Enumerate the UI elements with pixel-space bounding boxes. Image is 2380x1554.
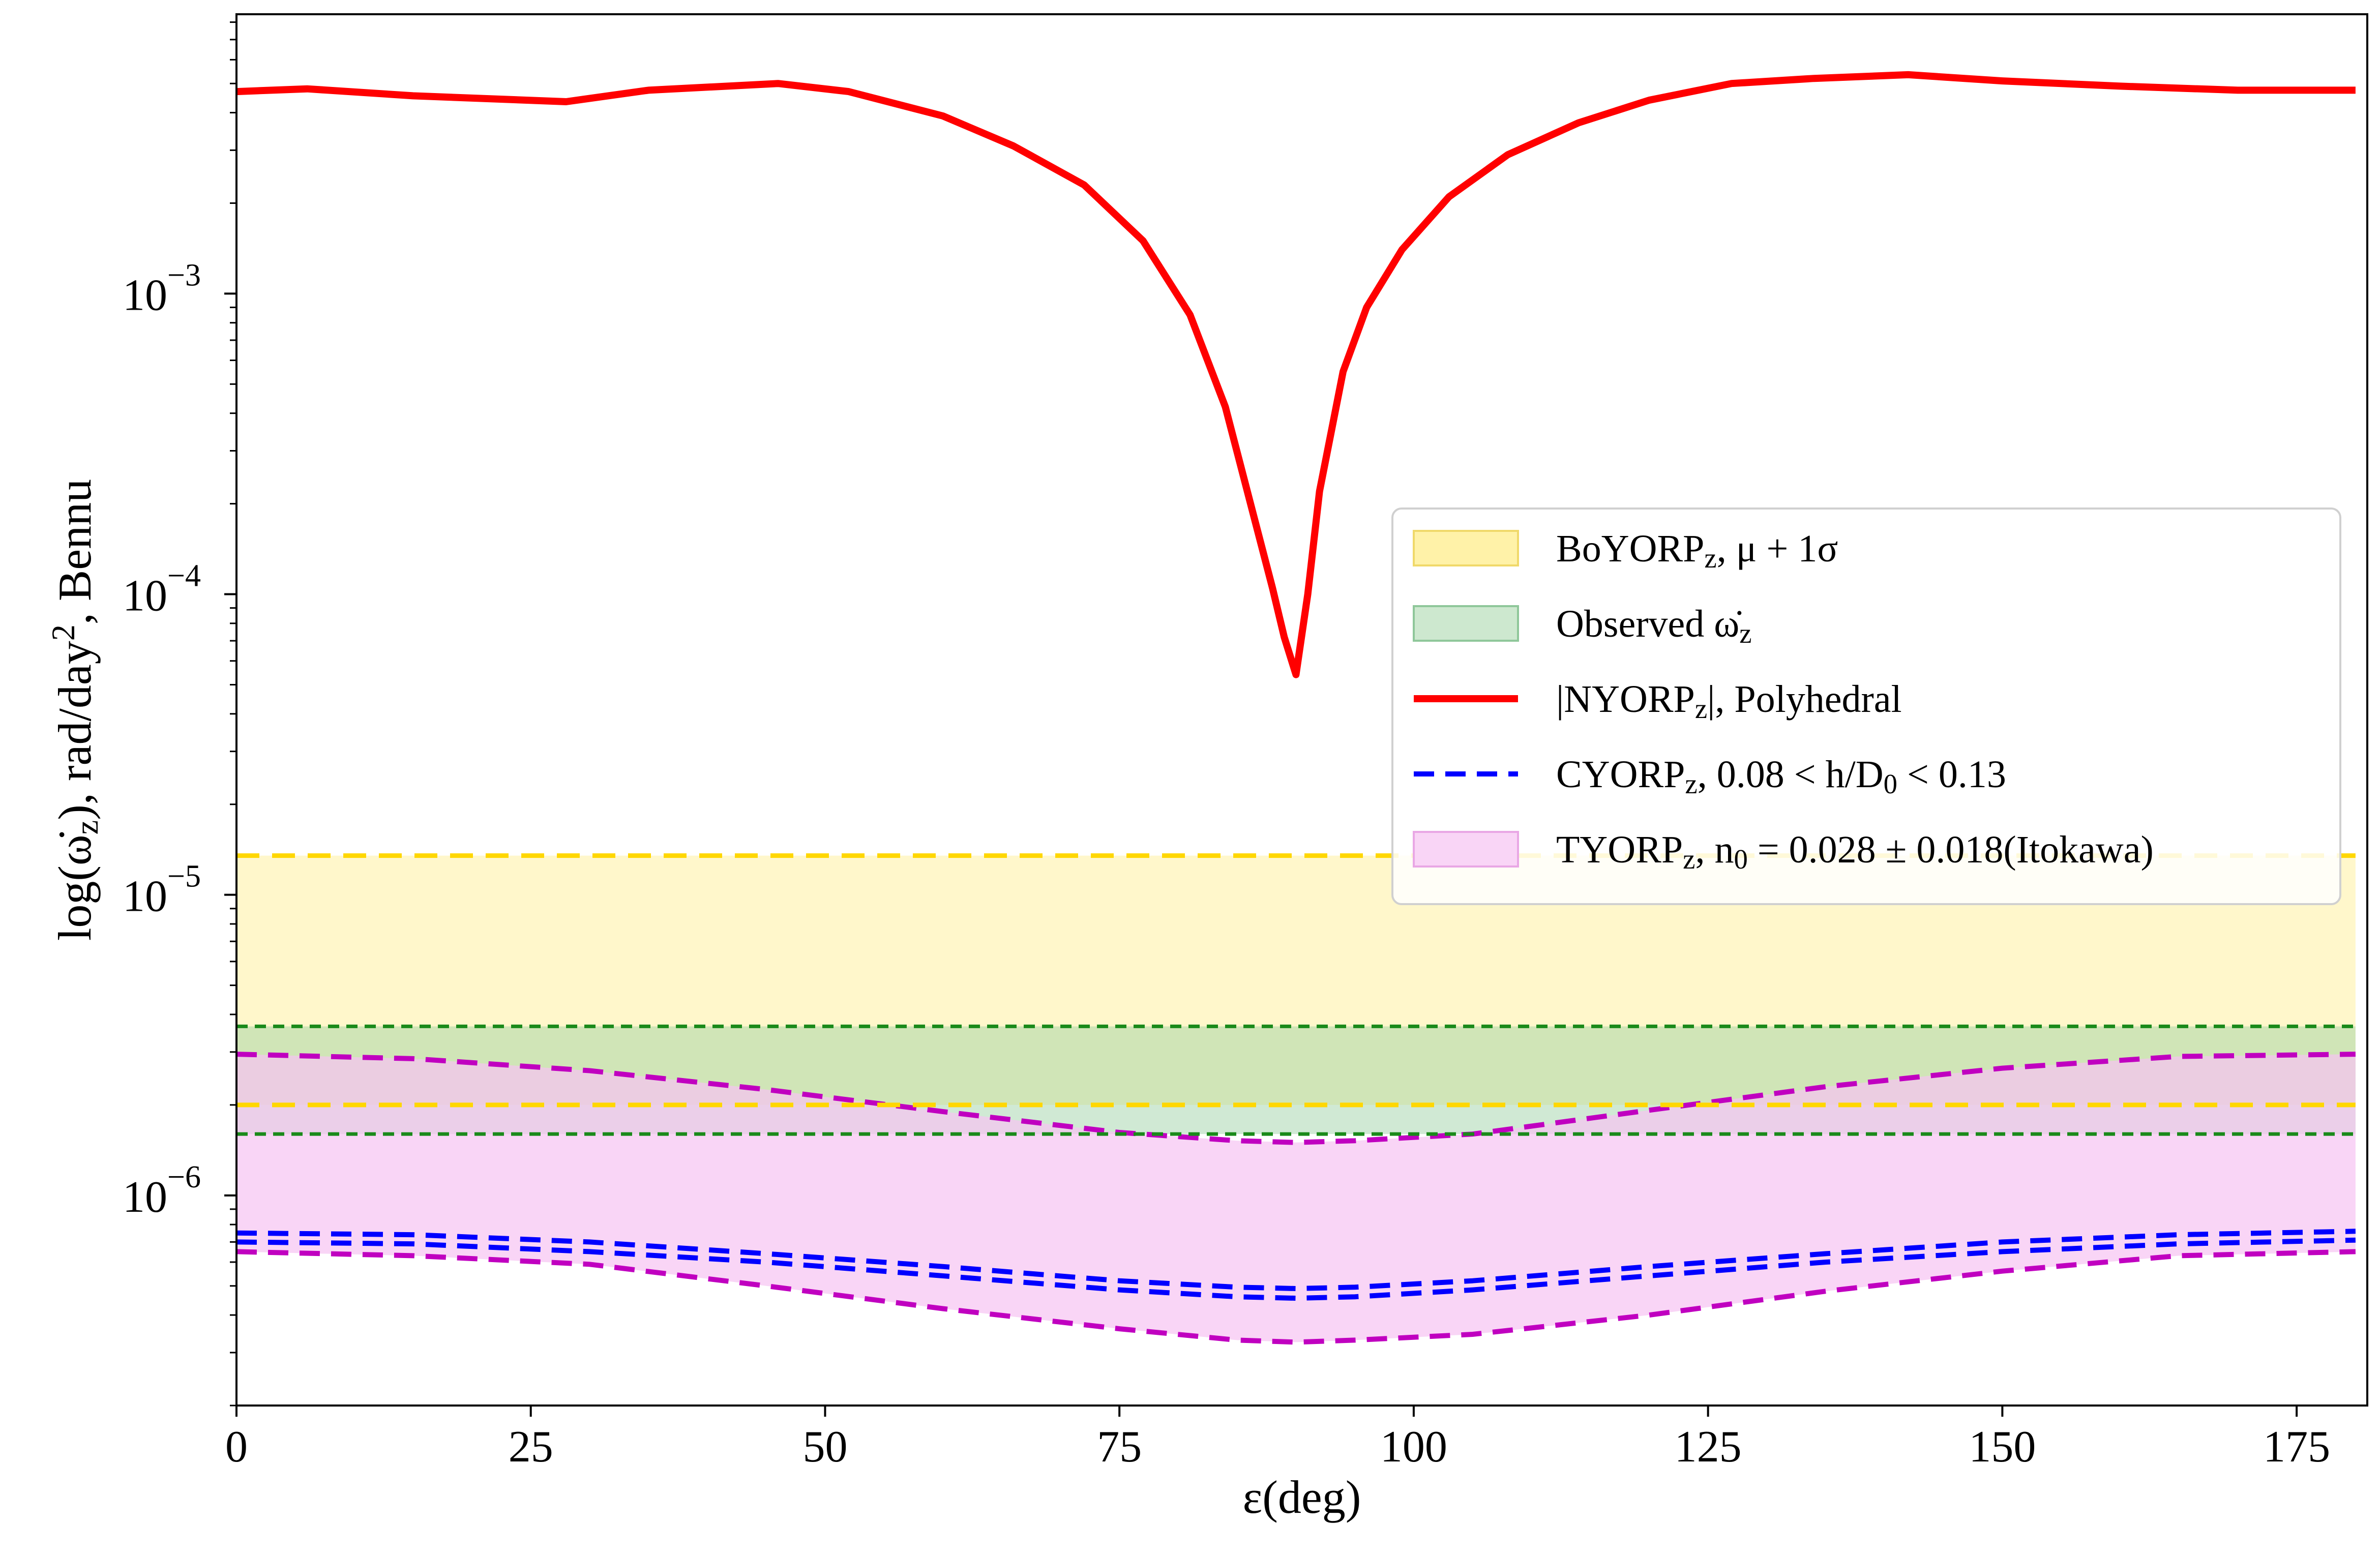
x-tick-label: 50 bbox=[802, 1422, 847, 1472]
series-line-2 bbox=[236, 1237, 2356, 1301]
y-tick-label: 10−4 bbox=[123, 559, 201, 621]
legend-swatch-0 bbox=[1413, 530, 1519, 566]
x-tick-label: 75 bbox=[1097, 1422, 1142, 1472]
legend-label-1: Observed ω̇z bbox=[1556, 603, 1752, 649]
y-axis-label-text: log(ω̇z), rad/day2, Bennu bbox=[45, 479, 105, 941]
legend-swatch-4 bbox=[1413, 831, 1519, 868]
y-axis: 10−6 10−5 10−4 10−3 bbox=[123, 21, 236, 1407]
x-tick-label: 0 bbox=[225, 1422, 248, 1472]
series-line-0 bbox=[236, 71, 2356, 678]
legend: BoYORPz, μ + 1σ Observed ω̇z |NYORPz|, Pol… bbox=[1391, 507, 2341, 905]
legend-label-2: |NYORPz|, Polyhedral bbox=[1556, 678, 1902, 724]
y-axis-label: log(ω̇z), rad/day2, Bennu bbox=[45, 479, 105, 941]
tyorp-lower-line bbox=[236, 1249, 2356, 1345]
plot-frame bbox=[235, 13, 2368, 1407]
legend-label-3: CYORPz, 0.08 < h/D0 < 0.13 bbox=[1556, 753, 2006, 799]
legend-swatch-1 bbox=[1413, 605, 1519, 642]
y-tick-label: 10−3 bbox=[123, 258, 201, 320]
y-tick-label: 10−5 bbox=[123, 859, 201, 921]
tyorp-upper-line bbox=[236, 1052, 2356, 1145]
legend-label-0: BoYORPz, μ + 1σ bbox=[1556, 527, 1838, 574]
x-tick-label: 25 bbox=[509, 1422, 553, 1472]
x-tick-label: 175 bbox=[2263, 1422, 2330, 1472]
x-axis-label: ε(deg) bbox=[1243, 1471, 1361, 1523]
y-tick-label: 10−6 bbox=[123, 1160, 201, 1222]
tyorp-band bbox=[236, 1054, 2356, 1342]
series-line-1 bbox=[236, 1229, 2356, 1291]
x-tick-label: 100 bbox=[1380, 1422, 1447, 1472]
legend-box bbox=[1391, 507, 2341, 905]
x-axis: 0 25 50 75 100 125 150 175 bbox=[225, 1406, 2330, 1472]
x-tick-label: 150 bbox=[1969, 1422, 2036, 1472]
x-tick-label: 125 bbox=[1675, 1422, 1742, 1472]
legend-label-4: TYORPz, n0 = 0.028 ± 0.018(Itokawa) bbox=[1556, 828, 2154, 875]
